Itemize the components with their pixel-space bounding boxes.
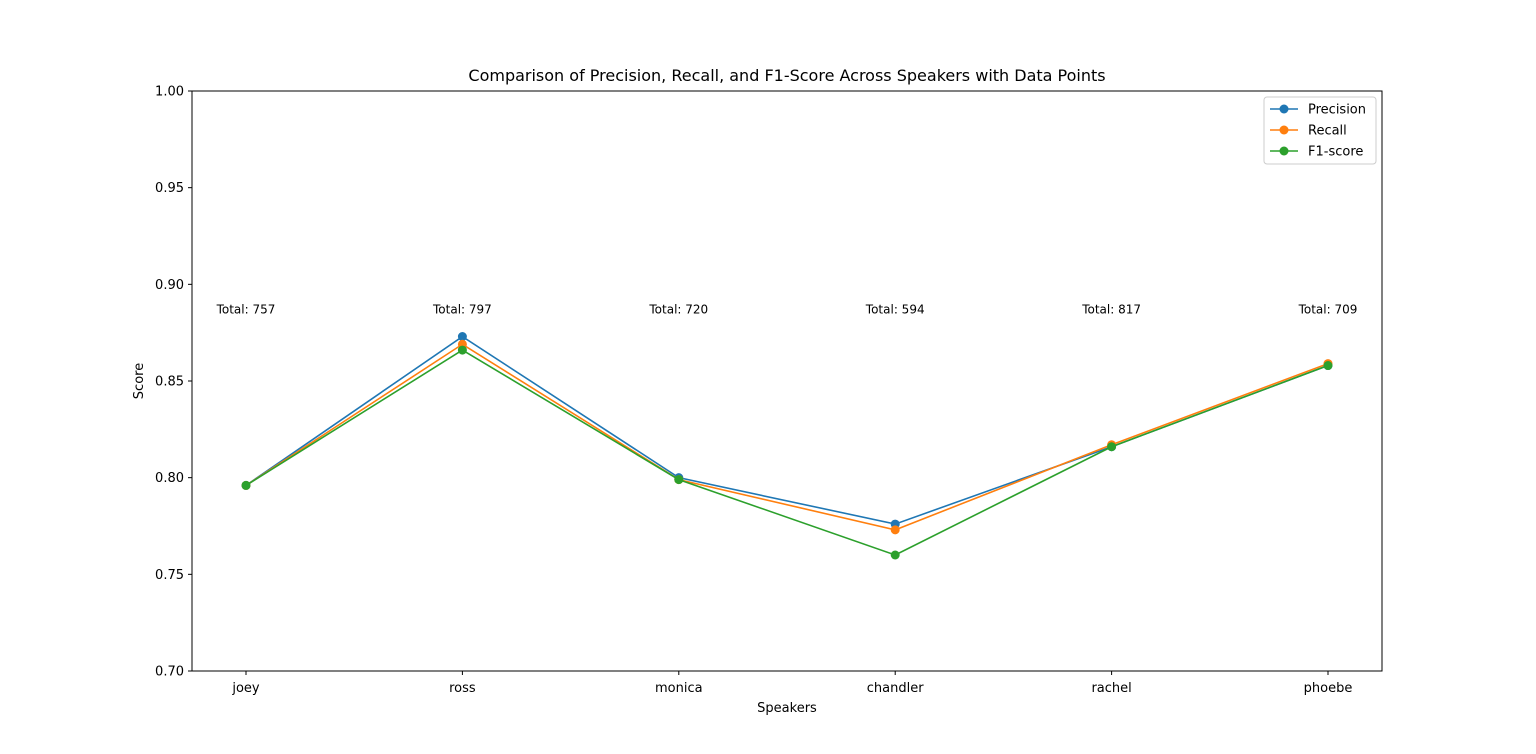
total-annotation: Total: 594: [865, 302, 925, 316]
series-line-precision: [245, 335, 1329, 525]
y-tick-label: 0.95: [155, 181, 184, 196]
legend-swatch-marker: [1279, 146, 1289, 156]
total-annotation: Total: 797: [432, 302, 492, 316]
x-tick-label-rachel: rachel: [1091, 681, 1131, 696]
total-annotation: Total: 817: [1081, 302, 1141, 316]
data-point-precision: [457, 332, 467, 342]
total-annotation: Total: 709: [1298, 302, 1358, 316]
y-tick-label: 0.70: [155, 665, 184, 680]
plot-area: 0.70 0.75 0.80 0.85 0.90 0.95 1.00 joey ross moni…: [155, 85, 1383, 696]
legend-swatch-marker: [1279, 104, 1289, 114]
legend-swatch-marker: [1279, 125, 1289, 135]
x-tick-label-ross: ross: [449, 681, 476, 696]
y-tick-label: 0.80: [155, 471, 184, 486]
legend-box: [1263, 96, 1377, 165]
data-point-recall: [890, 525, 900, 535]
y-axis-label: Score: [132, 363, 147, 399]
y-tick-label: 0.75: [155, 568, 184, 583]
legend-label-f1-score: F1-score: [1308, 145, 1363, 160]
x-axis-label: Speakers: [757, 701, 817, 716]
data-point-f1-score: [241, 480, 251, 490]
y-tick-label: 0.85: [155, 375, 184, 390]
plot-frame: [191, 90, 1383, 672]
data-point-f1-score: [1323, 361, 1333, 371]
legend: Precision Recall F1-score: [1263, 96, 1377, 165]
y-tick-label: 1.00: [155, 85, 184, 100]
chart-title: Comparison of Precision, Recall, and F1-…: [468, 66, 1105, 85]
total-annotation: Total: 720: [648, 302, 708, 316]
y-tick-label: 0.90: [155, 278, 184, 293]
series-line-recall: [245, 343, 1329, 531]
x-tick-label-phoebe: phoebe: [1304, 681, 1353, 696]
x-tick-label-chandler: chandler: [867, 681, 924, 696]
x-tick-label-joey: joey: [231, 681, 260, 696]
total-annotation: Total: 757: [216, 302, 276, 316]
data-point-f1-score: [890, 550, 900, 560]
data-point-f1-score: [457, 345, 467, 355]
x-tick-label-monica: monica: [655, 681, 703, 696]
data-point-f1-score: [1107, 442, 1117, 452]
legend-label-recall: Recall: [1308, 124, 1347, 139]
series-line-f1-score: [245, 349, 1329, 556]
data-point-f1-score: [674, 475, 684, 485]
legend-label-precision: Precision: [1308, 103, 1366, 118]
